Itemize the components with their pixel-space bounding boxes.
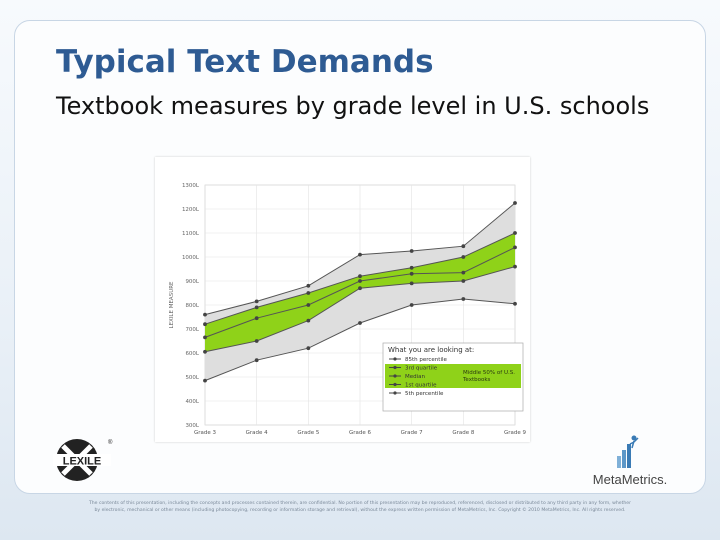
legend-swatch-point <box>393 365 397 370</box>
legend-swatch-point <box>393 357 397 361</box>
legend-title: What you are looking at: <box>388 346 474 354</box>
lexile-logo: LEXILE ® <box>53 439 113 481</box>
series-point <box>254 299 259 304</box>
series-point <box>358 274 362 279</box>
lexile-logo-text: LEXILE <box>63 456 102 468</box>
mm-logo-bar <box>617 456 621 468</box>
mm-logo-figure <box>631 435 637 441</box>
y-tick-label: 700L <box>185 327 199 333</box>
x-tick-label: Grade 8 <box>452 430 475 436</box>
legend-item-label: 5th percentile <box>405 391 444 397</box>
y-tick-label: 1100L <box>182 231 200 237</box>
series-point <box>203 349 207 354</box>
series-point <box>203 335 207 340</box>
slide-title: Typical Text Demands <box>56 44 434 80</box>
legend-swatch-point <box>393 382 397 387</box>
legend-band-note: Middle 50% of U.S. Textbooks <box>462 370 515 383</box>
footer-line-2: by electronic, mechanical or other means… <box>94 508 626 513</box>
series-point <box>409 271 414 276</box>
metametrics-logo-text: MetaMetrics. <box>593 472 667 487</box>
x-tick-label: Grade 3 <box>194 430 217 436</box>
series-point <box>513 301 517 306</box>
mm-logo-bar <box>627 444 631 468</box>
confidentiality-footer: The contents of this presentation, inclu… <box>20 500 700 514</box>
series-point <box>203 322 207 327</box>
y-tick-label: 1000L <box>182 255 200 261</box>
series-point <box>409 249 414 253</box>
y-tick-label: 600L <box>185 351 199 357</box>
series-point <box>203 312 207 317</box>
y-tick-label: 500L <box>185 375 199 381</box>
y-tick-label: 900L <box>185 279 199 285</box>
x-tick-label: Grade 7 <box>401 430 424 436</box>
y-tick-label: 1300L <box>182 183 200 189</box>
legend-item-label: Median <box>405 374 426 380</box>
lexile-logo-reg: ® <box>108 439 113 446</box>
series-point <box>254 305 259 310</box>
y-axis-label: LEXILE MEASURE <box>169 281 175 329</box>
outer-band-5-85 <box>205 203 515 381</box>
legend-middle-band <box>385 364 521 388</box>
legend-swatch-point <box>393 391 397 395</box>
series-point <box>461 244 466 249</box>
lexile-line-chart: 300L 400L 500L 600L 700L 800L 900L 1000L 1100L 12… <box>169 183 527 436</box>
series-point <box>306 291 311 295</box>
series-point <box>461 297 466 301</box>
series-point <box>358 286 362 291</box>
series-point <box>358 321 362 325</box>
legend-swatch-point <box>393 374 397 378</box>
x-tick-label: Grade 5 <box>297 430 320 436</box>
series-point <box>358 252 362 257</box>
series-point <box>254 358 259 363</box>
footer-line-1: The contents of this presentation, inclu… <box>88 501 632 506</box>
metametrics-logo: MetaMetrics. <box>593 435 667 487</box>
legend-item-label: 1st quartile <box>405 383 437 389</box>
y-tick-label: 1200L <box>182 207 200 213</box>
series-point <box>513 201 517 205</box>
series-point <box>409 265 414 270</box>
series-point <box>513 231 517 235</box>
y-tick-label: 300L <box>185 423 199 429</box>
series-point <box>203 378 207 383</box>
legend-item-label: 85th percentile <box>405 357 448 363</box>
series-point <box>306 283 311 288</box>
series-point <box>461 255 466 259</box>
slide-subtitle: Textbook measures by grade level in U.S.… <box>56 92 650 120</box>
x-tick-label: Grade 6 <box>349 430 372 436</box>
series-point <box>358 279 362 283</box>
x-tick-label: Grade 4 <box>246 430 269 436</box>
series-point <box>461 279 466 283</box>
lexile-logo-band <box>53 454 111 466</box>
mm-logo-figure <box>629 437 639 449</box>
series-point <box>306 318 311 323</box>
series-point <box>461 270 466 275</box>
series-point <box>409 281 414 286</box>
series-point <box>513 245 517 250</box>
y-tick-label: 400L <box>185 399 199 405</box>
series-point <box>254 339 259 343</box>
series-point <box>409 303 414 307</box>
series-point <box>513 264 517 269</box>
series-point <box>306 346 311 351</box>
legend-item-label: 3rd quartile <box>405 366 438 372</box>
mm-logo-bar <box>622 450 626 468</box>
y-tick-label: 800L <box>185 303 199 309</box>
series-point <box>254 316 259 321</box>
x-tick-label: Grade 9 <box>504 430 527 436</box>
series-point <box>306 303 311 307</box>
chart-panel: 300L 400L 500L 600L 700L 800L 900L 1000L 1100L 12… <box>155 157 530 442</box>
